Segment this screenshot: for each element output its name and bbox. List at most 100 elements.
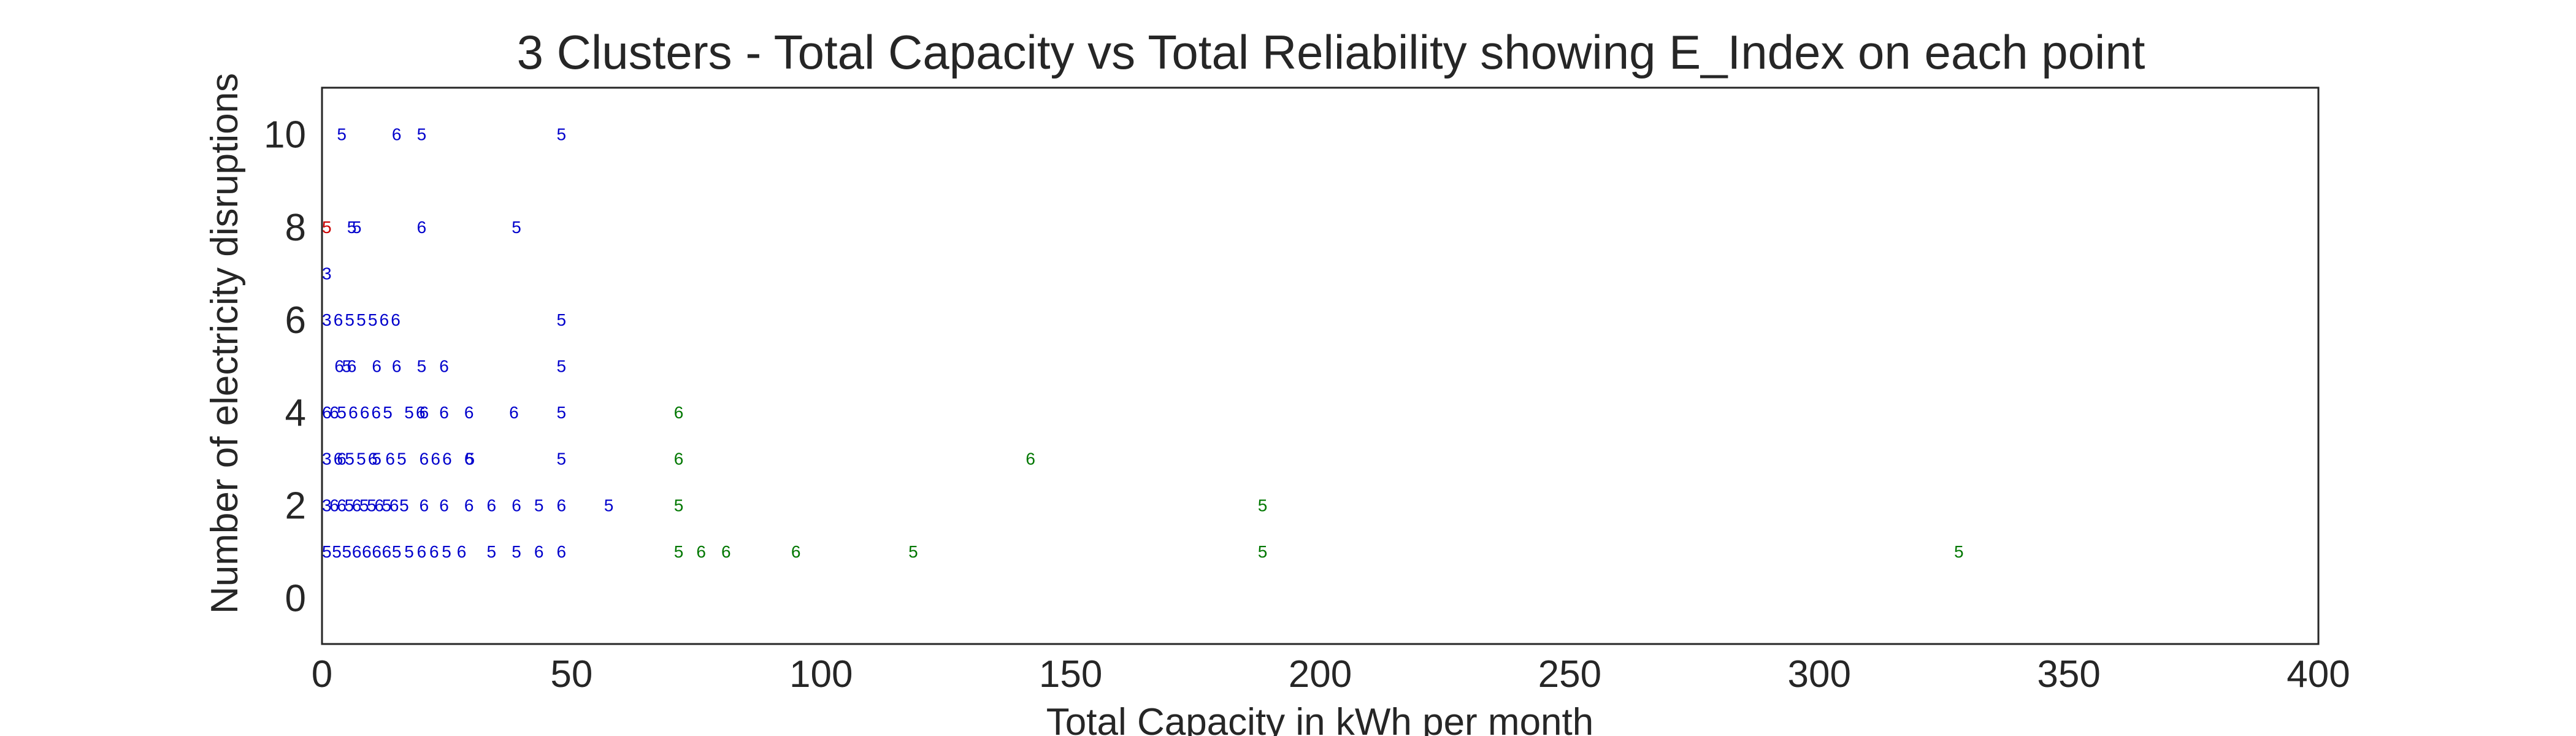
data-point-label: 5 (556, 450, 566, 469)
data-point-label: 3 (322, 310, 332, 329)
data-point-label: 5 (417, 357, 427, 376)
data-point-label: 6 (348, 403, 358, 422)
data-point-label: 5 (342, 542, 352, 561)
data-point-label: 6 (696, 542, 706, 561)
data-point-label: 6 (417, 542, 427, 561)
data-point-label: 5 (604, 496, 614, 515)
data-point-label: 5 (512, 218, 521, 237)
data-point-label: 6 (487, 496, 497, 515)
data-point-label: 5 (322, 218, 332, 237)
x-tick-label: 150 (1039, 653, 1102, 696)
data-point-label: 5 (556, 357, 566, 376)
x-tick-label: 400 (2287, 653, 2350, 696)
data-point-label: 6 (416, 403, 426, 422)
data-point-label: 5 (359, 496, 369, 515)
data-point-label: 5 (417, 125, 427, 144)
x-tick-label: 300 (1788, 653, 1851, 696)
data-point-label: 5 (397, 450, 407, 469)
y-tick-label: 2 (285, 485, 306, 527)
data-point-label: 6 (391, 310, 401, 329)
data-point-label: 5 (466, 450, 475, 469)
data-point-label: 5 (442, 542, 451, 561)
data-point-label: 6 (417, 218, 427, 237)
data-point-label: 6 (389, 496, 399, 515)
data-point-label: 6 (334, 310, 343, 329)
data-point-label: 5 (674, 542, 684, 561)
data-point-label: 6 (791, 542, 801, 561)
data-point-label: 6 (556, 496, 566, 515)
data-point-label: 5 (345, 310, 355, 329)
data-point-label: 6 (362, 542, 372, 561)
y-tick-label: 0 (285, 577, 306, 619)
data-point-label: 6 (431, 450, 440, 469)
y-axis-label: Number of electricity disruptions (204, 73, 246, 614)
data-point-label: 5 (674, 496, 684, 515)
data-point-label: 5 (1954, 542, 1964, 561)
data-point-label: 5 (356, 450, 366, 469)
y-tick-label: 10 (264, 114, 306, 156)
y-tick-label: 6 (285, 299, 306, 342)
data-point-label: 6 (420, 403, 429, 422)
data-point-label: 5 (1258, 496, 1268, 515)
data-point-label: 6 (382, 542, 392, 561)
data-point-label: 5 (367, 496, 377, 515)
x-tick-label: 200 (1289, 653, 1352, 696)
data-point-label: 5 (512, 542, 521, 561)
data-point-label: 6 (534, 542, 544, 561)
y-tick-label: 4 (285, 392, 306, 434)
data-point-label: 6 (374, 496, 384, 515)
data-point-label: 6 (420, 496, 429, 515)
data-point-label: 6 (439, 496, 449, 515)
data-point-label: 6 (352, 542, 362, 561)
data-point-label: 6 (464, 496, 474, 515)
data-point-label: 5 (322, 542, 332, 561)
data-point-label: 6 (420, 450, 429, 469)
data-point-label: 6 (464, 450, 474, 469)
data-point-label: 6 (556, 542, 566, 561)
data-point-label: 6 (385, 450, 395, 469)
data-point-label: 6 (352, 496, 362, 515)
data-point-label: 6 (337, 450, 347, 469)
x-tick-label: 50 (550, 653, 592, 696)
chart-title: 3 Clusters - Total Capacity vs Total Rel… (517, 25, 2145, 79)
data-point-label: 5 (332, 542, 342, 561)
data-point-label: 5 (404, 542, 414, 561)
data-point-label: 6 (512, 496, 521, 515)
data-point-label: 6 (360, 403, 370, 422)
data-point-label: 6 (457, 542, 467, 561)
data-point-label: 6 (372, 357, 381, 376)
y-tick-label: 8 (285, 207, 306, 249)
x-tick-label: 350 (2037, 653, 2100, 696)
data-point-label: 6 (372, 542, 381, 561)
data-point-label: 5 (487, 542, 497, 561)
data-point-label: 5 (556, 125, 566, 144)
x-tick-label: 250 (1538, 653, 1601, 696)
data-point-label: 6 (439, 357, 449, 376)
data-point-label: 6 (347, 357, 357, 376)
data-point-label: 5 (392, 542, 402, 561)
data-point-label: 5 (382, 496, 392, 515)
x-axis-label: Total Capacity in kWh per month (1046, 701, 1594, 736)
data-point-label: 5 (347, 218, 357, 237)
data-point-label: 6 (337, 496, 347, 515)
data-point-label: 5 (399, 496, 409, 515)
data-point-label: 6 (442, 450, 452, 469)
data-point-label: 5 (342, 357, 352, 376)
data-point-label: 5 (337, 125, 347, 144)
data-point-label: 6 (429, 542, 439, 561)
data-point-label: 3 (322, 264, 332, 283)
data-point-label: 6 (380, 310, 389, 329)
data-point-label: 5 (352, 218, 362, 237)
data-point-label: 5 (345, 450, 355, 469)
data-point-label: 6 (322, 403, 332, 422)
data-point-label: 6 (1025, 450, 1035, 469)
data-point-label: 6 (392, 357, 402, 376)
data-point-label: 6 (509, 403, 519, 422)
data-point-label: 6 (674, 450, 684, 469)
data-point-label: 3 (322, 496, 332, 515)
y-axis-ticks: 0 2 4 6 8 10 (264, 114, 306, 620)
data-point-label: 6 (329, 496, 339, 515)
data-point-label: 5 (345, 496, 355, 515)
data-point-label: 6 (439, 403, 449, 422)
